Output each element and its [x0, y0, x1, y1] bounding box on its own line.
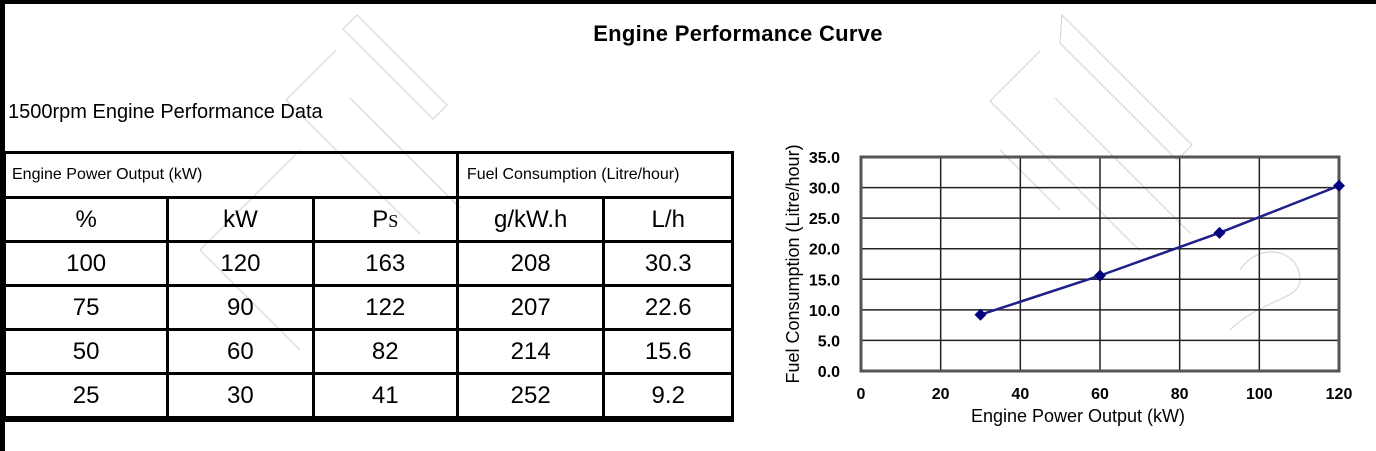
- column-header-lh: L/h: [602, 196, 734, 243]
- performance-table: Engine Power Output (kW) Fuel Consumptio…: [2, 151, 735, 422]
- cell-gkwh: 214: [455, 328, 606, 375]
- x-axis-label: Engine Power Output (kW): [971, 406, 1185, 426]
- table-caption: 1500rpm Engine Performance Data: [8, 101, 323, 123]
- y-tick-label: 10.0: [809, 303, 840, 320]
- cell-lh: 15.6: [602, 328, 734, 375]
- page-title: Engine Performance Curve: [593, 21, 883, 46]
- y-tick-label: 20.0: [809, 242, 840, 259]
- chart-canvas: 0.0 5.0 10.0 15.0 20.0 25.0 30.0 35.0 0 20 40 60 80…: [783, 144, 1353, 426]
- column-header-kw: kW: [166, 196, 315, 243]
- cell-gkwh: 208: [455, 240, 606, 287]
- cell-kw: 60: [166, 328, 315, 375]
- group-header-fuel: Fuel Consumption (Litre/hour): [455, 151, 735, 199]
- cell-gkwh: 252: [455, 372, 606, 422]
- column-header-percent: %: [2, 196, 170, 243]
- cell-ps: 82: [311, 328, 459, 375]
- x-tick-label: 60: [1091, 386, 1109, 403]
- y-tick-label: 0.0: [818, 364, 840, 381]
- x-tick-label: 80: [1171, 386, 1189, 403]
- frame-top-border: [0, 0, 1376, 4]
- cell-percent: 50: [2, 328, 170, 375]
- cell-percent: 75: [2, 284, 170, 331]
- frame-left-border: [0, 0, 5, 451]
- x-tick-label: 20: [932, 386, 950, 403]
- plot-area-border: [859, 155, 1341, 373]
- table-row: 25 30 41 252 9.2: [2, 372, 734, 422]
- chart-grid: [860, 156, 1340, 372]
- table-column-header-row: % kW PS g/kW.h L/h: [2, 196, 734, 243]
- group-header-power: Engine Power Output (kW): [3, 151, 459, 199]
- column-header-ps: PS: [311, 196, 459, 243]
- diamond-marker-icon: [974, 308, 987, 321]
- cell-ps: 163: [311, 240, 459, 287]
- table-group-header-row: Engine Power Output (kW) Fuel Consumptio…: [3, 151, 735, 199]
- table-row: 50 60 82 214 15.6: [2, 328, 734, 375]
- cell-kw: 90: [166, 284, 315, 331]
- ps-sub: S: [388, 210, 399, 231]
- cell-lh: 22.6: [602, 284, 734, 331]
- ps-main: P: [372, 205, 389, 233]
- x-tick-label: 40: [1011, 386, 1029, 403]
- x-tick-label: 0: [857, 386, 866, 403]
- y-tick-label: 15.0: [809, 272, 840, 289]
- y-axis-ticks: 0.0 5.0 10.0 15.0 20.0 25.0 30.0 35.0: [809, 150, 840, 381]
- x-axis-ticks: 0 20 40 60 80 100 120: [857, 386, 1353, 403]
- column-header-gkwh: g/kW.h: [455, 196, 606, 243]
- cell-kw: 30: [166, 372, 315, 422]
- cell-percent: 100: [2, 240, 170, 287]
- cell-ps: 41: [311, 372, 459, 422]
- cell-lh: 9.2: [602, 372, 734, 422]
- series-markers: [974, 179, 1345, 321]
- diamond-marker-icon: [1333, 179, 1345, 192]
- diamond-marker-icon: [1213, 226, 1226, 239]
- cell-gkwh: 207: [455, 284, 606, 331]
- cell-percent: 25: [2, 372, 170, 422]
- fuel-consumption-chart: 0.0 5.0 10.0 15.0 20.0 25.0 30.0 35.0 0 20 40 60 80…: [770, 120, 1376, 451]
- y-tick-label: 25.0: [809, 211, 840, 228]
- cell-ps: 122: [311, 284, 459, 331]
- diamond-marker-icon: [1094, 269, 1106, 282]
- table-row: 75 90 122 207 22.6: [2, 284, 734, 331]
- cell-lh: 30.3: [602, 240, 734, 287]
- x-tick-label: 100: [1246, 386, 1273, 403]
- table-row: 100 120 163 208 30.3: [2, 240, 734, 287]
- cell-kw: 120: [166, 240, 315, 287]
- y-axis-label: Fuel Consumption (Litre/hour): [783, 144, 803, 383]
- y-tick-label: 35.0: [809, 150, 840, 167]
- y-tick-label: 5.0: [818, 333, 840, 350]
- y-tick-label: 30.0: [809, 181, 840, 198]
- x-tick-label: 120: [1326, 386, 1353, 403]
- series-line: [980, 184, 1340, 316]
